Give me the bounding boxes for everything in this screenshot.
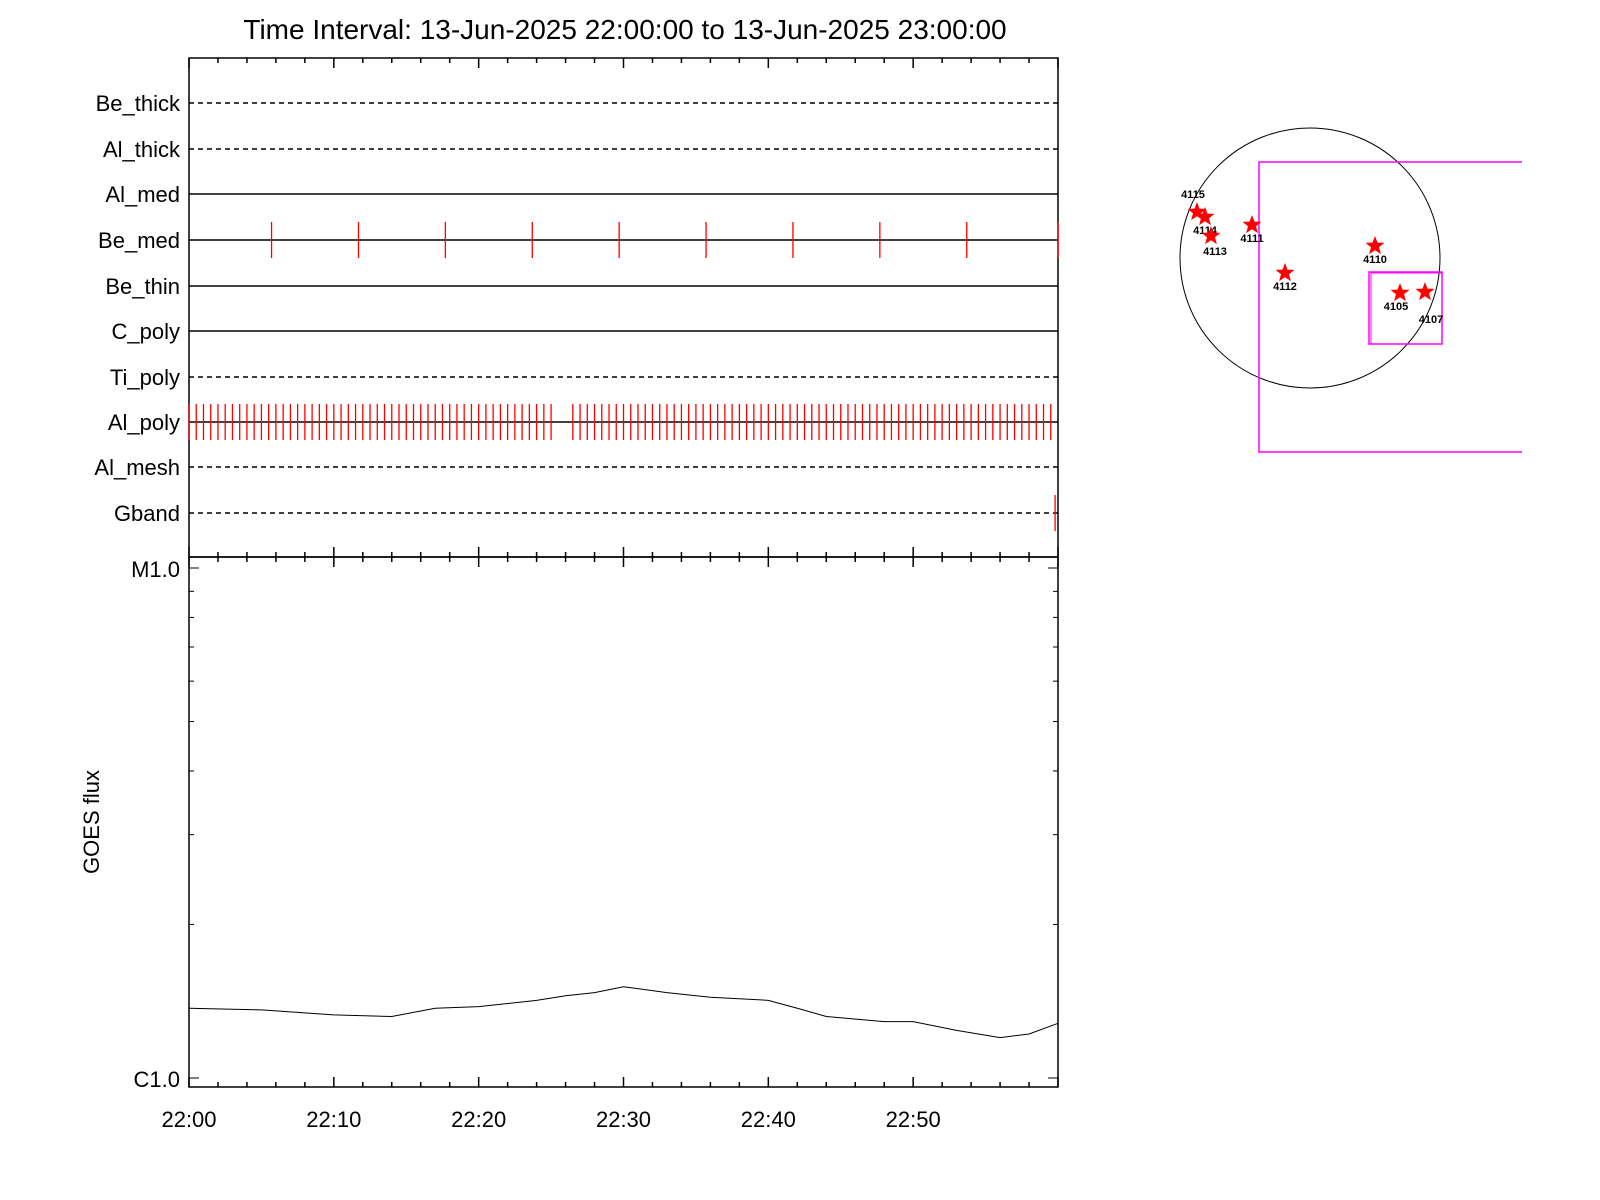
ar-label: 4115: [1181, 189, 1205, 201]
goes-frame: [188, 556, 1059, 1088]
timeline-frame: [188, 57, 1059, 558]
row-label-Gband: Gband: [114, 501, 180, 526]
y-tick-label: M1.0: [131, 557, 180, 582]
ar-star-icon: [1242, 215, 1262, 234]
ar-label: 4112: [1273, 281, 1297, 293]
ar-label: 4105: [1384, 301, 1408, 313]
ar-star-icon: [1365, 236, 1385, 255]
solar-disk: [1179, 127, 1441, 389]
goes-flux-line: [188, 986, 1059, 1039]
ar-label: 4111: [1240, 233, 1263, 245]
x-tick-label: 22:10: [306, 1107, 361, 1132]
fov-large: [1258, 161, 1522, 453]
ar-label: 4110: [1363, 254, 1387, 266]
row-label-C_poly: C_poly: [112, 319, 180, 344]
ar-label: 4113: [1203, 246, 1227, 258]
row-label-Be_med: Be_med: [98, 228, 180, 253]
row-label-Be_thick: Be_thick: [96, 91, 181, 116]
ar-label: 4107: [1419, 314, 1443, 326]
y-tick-label: C1.0: [134, 1067, 180, 1092]
row-label-Al_med: Al_med: [105, 182, 180, 207]
x-tick-label: 22:30: [596, 1107, 651, 1132]
chart-title: Time Interval: 13-Jun-2025 22:00:00 to 1…: [243, 14, 1007, 45]
ar-star-icon: [1275, 263, 1295, 282]
ar-star-icon: [1195, 207, 1215, 226]
ar-star-icon: [1390, 283, 1410, 302]
x-tick-label: 22:50: [886, 1107, 941, 1132]
x-tick-label: 22:00: [161, 1107, 216, 1132]
row-label-Al_mesh: Al_mesh: [94, 455, 180, 480]
y-axis-label: GOES flux: [79, 770, 104, 874]
row-label-Ti_poly: Ti_poly: [110, 365, 180, 390]
x-tick-label: 22:20: [451, 1107, 506, 1132]
fov-small-2: [1370, 272, 1443, 345]
row-label-Al_thick: Al_thick: [103, 137, 181, 162]
x-tick-label: 22:40: [741, 1107, 796, 1132]
row-label-Al_poly: Al_poly: [108, 410, 180, 435]
row-label-Be_thin: Be_thin: [105, 274, 180, 299]
ar-star-icon: [1187, 202, 1207, 221]
ar-star-icon: [1201, 226, 1221, 245]
ar-star-icon: [1415, 282, 1435, 301]
